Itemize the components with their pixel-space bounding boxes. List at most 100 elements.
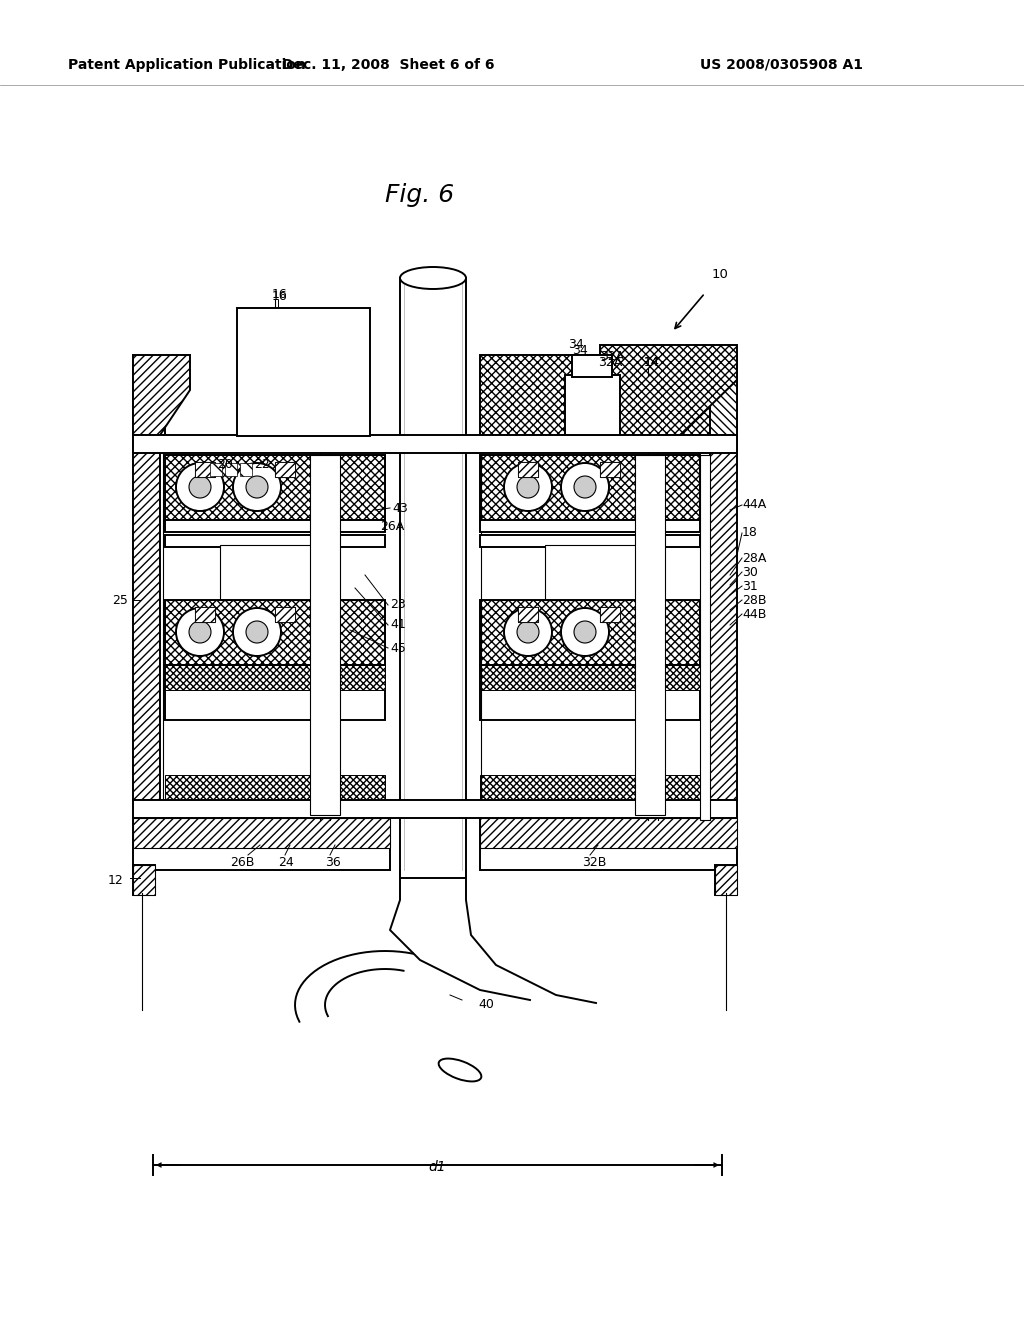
Text: 10: 10 [712,268,729,281]
Bar [700,455,710,820]
Bar [275,607,295,622]
Bar [635,455,665,814]
Bar [195,607,215,622]
Text: 40: 40 [478,998,494,1011]
Bar [165,665,385,719]
Circle shape [561,463,609,511]
Bar [210,463,222,477]
Circle shape [574,477,596,498]
Bar [715,865,737,895]
Bar [195,462,215,477]
Bar [225,463,237,477]
Text: 16: 16 [272,288,288,301]
Bar [133,865,155,895]
Bar [480,601,700,665]
Bar [195,462,215,477]
Polygon shape [133,355,190,436]
Bar [165,535,385,546]
Text: 28B: 28B [742,594,767,606]
Bar [165,601,385,665]
Text: 22: 22 [254,458,269,471]
Text: 34: 34 [568,338,584,351]
Text: 30: 30 [742,565,758,578]
Circle shape [246,620,268,643]
Circle shape [233,609,281,656]
Bar [240,463,252,477]
Circle shape [189,620,211,643]
Text: 32A: 32A [600,351,625,363]
Circle shape [189,477,211,498]
Circle shape [504,463,552,511]
Bar [480,665,700,719]
Text: 14: 14 [644,355,659,368]
Bar [600,607,620,622]
Bar [715,865,737,895]
Text: 32A: 32A [598,355,623,368]
Circle shape [176,463,224,511]
Circle shape [504,609,552,656]
Text: d1: d1 [428,1160,445,1173]
Text: 16: 16 [272,290,288,304]
Bar [310,455,340,814]
Polygon shape [480,355,737,436]
Bar [220,545,315,601]
Bar [165,775,385,800]
Bar [600,462,620,477]
Bar [275,607,295,622]
Bar [165,665,385,690]
Text: 12: 12 [108,874,124,887]
Bar [480,665,700,690]
Bar [480,455,700,520]
Polygon shape [600,345,737,436]
Bar [480,818,737,847]
Bar [480,775,700,800]
Bar [565,375,620,436]
Text: 23: 23 [390,598,406,611]
Text: 26B: 26B [230,855,254,869]
Bar [133,800,737,818]
Bar [480,455,700,520]
Circle shape [176,609,224,656]
Bar [237,308,370,436]
Circle shape [517,620,539,643]
Text: 43: 43 [392,502,408,515]
Bar [518,462,538,477]
Ellipse shape [438,1059,481,1081]
Text: Patent Application Publication: Patent Application Publication [68,58,306,73]
Text: 20: 20 [217,458,232,471]
Text: 32B: 32B [582,855,606,869]
Circle shape [233,463,281,511]
Bar [600,607,620,622]
Text: 26A: 26A [380,520,404,532]
Bar [400,279,466,878]
Bar [195,607,215,622]
Bar [165,455,385,520]
Text: 34: 34 [572,343,588,356]
Bar [275,462,295,477]
Text: Dec. 11, 2008  Sheet 6 of 6: Dec. 11, 2008 Sheet 6 of 6 [282,58,495,73]
Text: 36: 36 [325,855,341,869]
Polygon shape [133,370,165,436]
Text: 31: 31 [742,579,758,593]
Bar [165,601,385,665]
Circle shape [561,609,609,656]
Circle shape [574,620,596,643]
Bar [480,818,737,870]
Bar [545,545,640,601]
Bar [600,462,620,477]
Text: 25: 25 [112,594,128,606]
Text: US 2008/0305908 A1: US 2008/0305908 A1 [700,58,863,73]
Bar [710,436,737,800]
Bar [133,865,155,895]
Text: 41: 41 [390,619,406,631]
Bar [518,462,538,477]
Bar [480,520,700,532]
Text: 24: 24 [278,855,294,869]
Circle shape [517,477,539,498]
Bar [518,607,538,622]
Ellipse shape [400,267,466,289]
Bar [518,607,538,622]
Text: 14: 14 [644,355,659,368]
Circle shape [246,477,268,498]
Bar [480,535,700,546]
